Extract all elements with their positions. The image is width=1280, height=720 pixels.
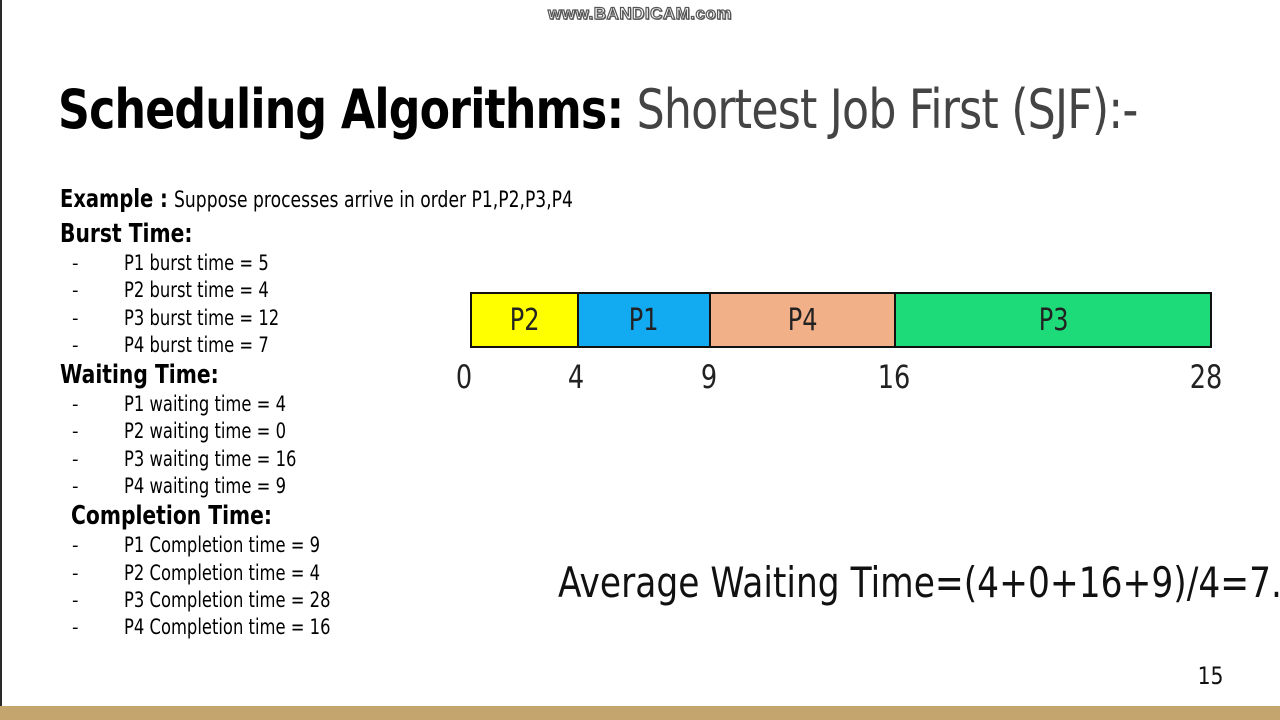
- bullet-dash: -: [72, 562, 79, 584]
- gantt-segment-p4: P4: [711, 294, 897, 346]
- list-item: - P4 Completion time = 16: [60, 614, 580, 641]
- title-bold: Scheduling Algorithms:: [58, 78, 624, 141]
- gantt-segment-p2: P2: [472, 294, 579, 346]
- title-light: Shortest Job First (SJF):-: [636, 78, 1139, 141]
- gantt-segment-label: P1: [629, 302, 659, 338]
- list-item: - P3 burst time = 12: [60, 305, 580, 332]
- bullet-dash: -: [72, 617, 79, 639]
- gantt-tick-label: 28: [1189, 358, 1223, 396]
- burst-item-p2: P2 burst time = 4: [124, 278, 269, 303]
- bullet-dash: -: [72, 589, 79, 611]
- completion-item-p2: P2 Completion time = 4: [124, 560, 321, 585]
- left-frame-border: [0, 0, 2, 720]
- completion-time-heading: Completion Time:: [71, 501, 273, 532]
- waiting-item-p1: P1 waiting time = 4: [124, 392, 287, 417]
- recorder-watermark: www.BANDICAM.com: [547, 3, 732, 23]
- burst-item-p3: P3 burst time = 12: [124, 305, 280, 330]
- bullet-dash: -: [72, 421, 79, 443]
- waiting-item-p2: P2 waiting time = 0: [124, 419, 287, 444]
- waiting-item-p4: P4 waiting time = 9: [124, 474, 287, 499]
- bullet-dash: -: [72, 476, 79, 498]
- example-label: Example :: [60, 184, 168, 213]
- list-item: - P1 waiting time = 4: [60, 391, 580, 418]
- bullet-dash: -: [72, 394, 79, 416]
- completion-item-p3: P3 Completion time = 28: [124, 587, 331, 612]
- example-line: Example : Suppose processes arrive in or…: [60, 180, 573, 218]
- list-item: - P3 Completion time = 28: [60, 587, 580, 614]
- list-item: - P4 waiting time = 9: [60, 473, 580, 500]
- burst-item-p4: P4 burst time = 7: [124, 332, 269, 357]
- list-item: - P1 burst time = 5: [60, 250, 580, 277]
- gantt-tick-label: 0: [455, 358, 473, 396]
- completion-item-p1: P1 Completion time = 9: [124, 533, 321, 558]
- bullet-dash: -: [72, 535, 79, 557]
- gantt-segment-p3: P3: [896, 294, 1211, 346]
- bullet-dash: -: [72, 307, 79, 329]
- process-details: Example : Suppose processes arrive in or…: [60, 180, 580, 642]
- waiting-time-heading: Waiting Time:: [60, 360, 219, 391]
- bullet-dash: -: [72, 334, 79, 356]
- list-item: - P2 waiting time = 0: [60, 418, 580, 445]
- burst-time-heading: Burst Time:: [60, 219, 193, 249]
- gantt-tick-label: 16: [877, 358, 911, 396]
- bullet-dash: -: [72, 253, 79, 274]
- bullet-dash: -: [72, 280, 79, 302]
- gantt-tick-label: 4: [567, 358, 585, 396]
- slide-title: Scheduling Algorithms: Shortest Job Firs…: [58, 78, 1138, 141]
- list-item: - P4 burst time = 7: [60, 332, 580, 359]
- gantt-tick-label: 9: [700, 358, 717, 396]
- gantt-segment-p1: P1: [578, 294, 712, 346]
- bullet-dash: -: [72, 448, 79, 470]
- list-item: - P2 burst time = 4: [60, 277, 580, 304]
- list-item: - P1 Completion time = 9: [60, 532, 580, 559]
- gantt-segment-label: P3: [1038, 302, 1069, 338]
- list-item: - P3 waiting time = 16: [60, 446, 580, 473]
- list-item: - P2 Completion time = 4: [60, 560, 580, 587]
- footer-bar: [0, 706, 1280, 720]
- average-waiting-time: Average Waiting Time=(4+0+16+9)/4=7.25: [558, 558, 1280, 607]
- burst-item-p1: P1 burst time = 5: [124, 251, 269, 275]
- example-text: Suppose processes arrive in order P1,P2,…: [174, 188, 573, 213]
- waiting-item-p3: P3 waiting time = 16: [124, 446, 297, 471]
- gantt-segment-label: P2: [509, 302, 540, 338]
- completion-item-p4: P4 Completion time = 16: [124, 615, 331, 640]
- gantt-segment-label: P4: [787, 302, 818, 338]
- page-number: 15: [1198, 662, 1224, 690]
- gantt-chart: P2 P1 P4 P3: [470, 292, 1212, 348]
